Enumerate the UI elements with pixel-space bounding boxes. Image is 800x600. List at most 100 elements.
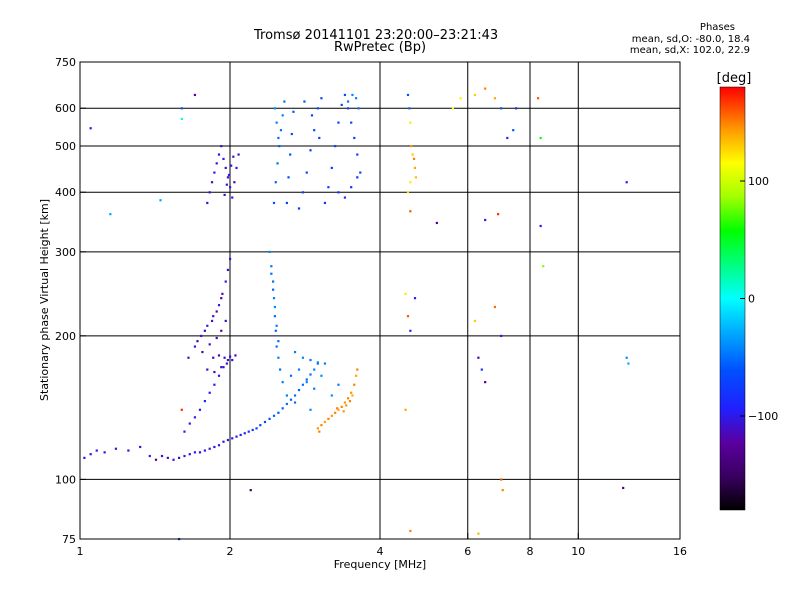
data-point <box>243 432 246 435</box>
data-point <box>217 444 221 447</box>
phases-stats-o: mean, sd,O: -80.0, 18.4 <box>631 34 750 45</box>
data-point <box>297 207 301 210</box>
data-point <box>224 166 227 170</box>
data-point <box>359 171 362 174</box>
data-point <box>515 107 518 110</box>
data-point <box>255 427 258 430</box>
data-point <box>309 373 312 376</box>
data-points <box>83 87 630 541</box>
data-point <box>223 356 226 359</box>
data-point <box>220 297 223 300</box>
data-point <box>215 162 218 165</box>
data-point <box>273 315 276 318</box>
data-point <box>180 408 183 411</box>
y-tick-label: 300 <box>55 246 76 259</box>
data-point <box>330 394 333 397</box>
y-tick-label: 500 <box>55 140 76 153</box>
data-point <box>217 354 221 357</box>
data-point <box>188 422 191 425</box>
data-point <box>404 408 407 411</box>
data-point <box>263 420 267 424</box>
data-point <box>343 401 347 404</box>
data-point <box>160 454 164 458</box>
data-point <box>277 411 280 414</box>
data-point <box>210 181 214 184</box>
data-point <box>323 420 327 424</box>
data-point <box>345 404 348 407</box>
data-point <box>625 181 628 184</box>
data-point <box>484 87 487 90</box>
data-point <box>83 456 86 459</box>
data-point <box>89 453 92 456</box>
data-point <box>234 354 237 357</box>
data-point <box>350 186 353 189</box>
data-point <box>230 164 233 167</box>
data-point <box>451 107 455 110</box>
data-point <box>206 201 209 205</box>
data-point <box>225 362 228 365</box>
data-point <box>89 127 92 130</box>
data-point <box>356 368 359 371</box>
data-point <box>350 391 353 394</box>
data-point <box>337 383 340 386</box>
data-point <box>208 191 211 194</box>
data-point <box>293 401 297 404</box>
data-point <box>224 280 227 283</box>
data-point <box>208 391 211 394</box>
data-point <box>287 176 290 179</box>
data-point <box>226 268 230 272</box>
data-point <box>274 181 277 184</box>
data-point <box>229 257 232 261</box>
data-point <box>316 362 319 365</box>
data-point <box>353 383 356 386</box>
data-point <box>148 454 151 458</box>
chart-subtitle: RwPretec (Bp) <box>334 40 427 55</box>
data-point <box>212 356 215 359</box>
data-point <box>539 224 542 228</box>
data-point <box>309 408 312 411</box>
data-point <box>278 144 281 148</box>
data-point <box>435 221 438 225</box>
x-axis-label: Frequency [MHz] <box>334 558 426 571</box>
data-point <box>196 340 199 343</box>
data-point <box>506 136 509 140</box>
data-point <box>318 136 321 140</box>
data-point <box>305 171 308 174</box>
data-point <box>220 329 223 332</box>
data-point <box>154 458 158 461</box>
data-point <box>409 329 412 332</box>
data-point <box>309 358 312 362</box>
data-point <box>340 103 343 107</box>
axis-ticks: 1 2 4 6 8 10 16 75 100 200 300 400 500 600 750 <box>55 56 687 558</box>
data-point <box>539 136 542 140</box>
y-axis-label: Stationary phase Virtual Height [km] <box>38 199 51 401</box>
data-point <box>215 310 218 313</box>
data-point <box>281 114 284 117</box>
data-point <box>500 107 503 110</box>
data-point <box>183 430 186 433</box>
data-point <box>406 315 410 318</box>
data-point <box>289 398 293 401</box>
data-point <box>343 196 347 199</box>
x-tick-label: 10 <box>571 545 585 558</box>
data-point <box>480 368 483 371</box>
data-point <box>220 366 223 369</box>
y-tick-label: 750 <box>55 56 76 69</box>
data-point <box>220 144 223 148</box>
x-tick-label: 2 <box>227 545 234 558</box>
data-point <box>409 121 412 124</box>
data-point <box>297 388 301 392</box>
data-point <box>275 324 278 327</box>
data-point <box>268 250 271 254</box>
data-point <box>285 394 288 397</box>
data-point <box>193 451 197 454</box>
data-point <box>337 191 340 194</box>
data-point <box>213 383 216 386</box>
data-point <box>356 176 359 179</box>
y-tick-label: 100 <box>55 473 76 486</box>
data-point <box>203 329 206 332</box>
data-point <box>285 201 288 205</box>
data-point <box>473 319 477 323</box>
data-point <box>177 456 181 459</box>
data-point <box>406 191 410 194</box>
